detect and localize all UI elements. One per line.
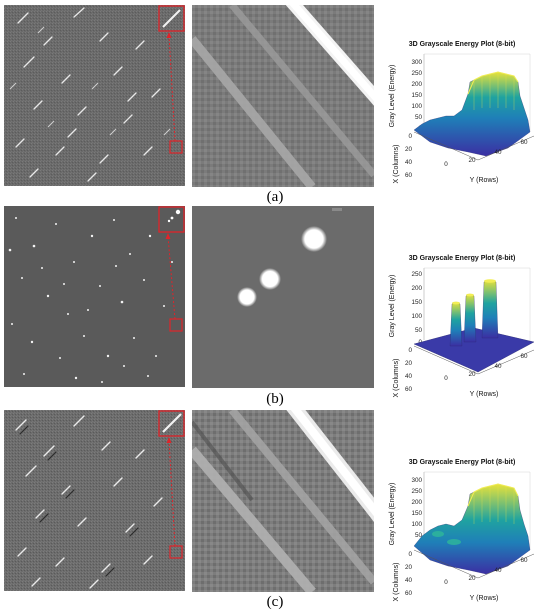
- row-a-ytick: 60: [520, 139, 528, 146]
- row-c-caption: (c): [266, 594, 284, 610]
- row-b-caption: (b): [266, 391, 284, 407]
- row-b-xtick: 20: [405, 360, 413, 367]
- row-c-ztick: 200: [411, 499, 422, 506]
- row-b-ylabel: Y (Rows): [470, 391, 499, 398]
- row-b-ztick: 250: [411, 271, 422, 278]
- row-a-plot-title: 3D Grayscale Energy Plot (8-bit): [409, 41, 516, 48]
- row-c-xlabel: X (Columns): [393, 563, 400, 602]
- row-c-zoom-image: [192, 410, 374, 592]
- row-c-zoom-crop: [192, 410, 374, 592]
- row-b-ztick: 50: [415, 327, 423, 334]
- row-b-3d-energy-plot: 3D Grayscale Energy Plot (8-bit) Gray Le…: [378, 250, 546, 400]
- row-a-zoom-image: [192, 5, 374, 187]
- row-b-ytick: 20: [468, 371, 476, 378]
- row-a-ztick: 100: [411, 103, 422, 110]
- row-a-ztick: 300: [411, 59, 422, 66]
- row-c-ytick: 20: [468, 575, 476, 582]
- row-c-xtick: 20: [405, 564, 413, 571]
- row-c-xtick: 0: [408, 551, 412, 558]
- row-c-full-frame-image: [4, 410, 185, 591]
- row-b-xlabel: X (Columns): [393, 359, 400, 398]
- row-a-xtick: 20: [405, 146, 413, 153]
- row-c-ztick: 100: [411, 521, 422, 528]
- row-c-xtick: 40: [405, 577, 413, 584]
- row-a-zlabel: Gray Level (Energy): [389, 65, 396, 128]
- row-c-plot-title: 3D Grayscale Energy Plot (8-bit): [409, 459, 516, 466]
- row-a-xtick: 40: [405, 159, 413, 166]
- row-a-ytick: 20: [468, 157, 476, 164]
- row-c-ztick: 250: [411, 488, 422, 495]
- row-c-ztick: 150: [411, 510, 422, 517]
- row-c-full-frame: [4, 410, 185, 591]
- row-a-full-frame: [4, 5, 185, 186]
- row-a-full-frame-image: [4, 5, 185, 186]
- row-c-xtick: 60: [405, 590, 413, 597]
- row-b-peak-3: [481, 279, 499, 339]
- row-a-3d-energy-plot: 3D Grayscale Energy Plot (8-bit) Gray Le…: [378, 36, 546, 186]
- row-c-ztick: 300: [411, 477, 422, 484]
- row-c-ytick: 60: [520, 557, 528, 564]
- row-b-zoom-image: [192, 206, 374, 388]
- row-b-ztick: 150: [411, 299, 422, 306]
- row-b-ztick: 100: [411, 313, 422, 320]
- row-c-3d-energy-plot: 3D Grayscale Energy Plot (8-bit) Gray Le…: [378, 454, 546, 604]
- row-a-ztick: 150: [411, 92, 422, 99]
- row-a-ztick: 50: [415, 114, 423, 121]
- row-a-xtick: 0: [408, 133, 412, 140]
- row-b-ytick: 60: [520, 353, 528, 360]
- row-b-3d-plot-svg: 3D Grayscale Energy Plot (8-bit) Gray Le…: [389, 255, 535, 398]
- row-a-xtick: 60: [405, 172, 413, 179]
- row-b-xtick: 60: [405, 386, 413, 393]
- row-a-ytick: 40: [494, 149, 502, 156]
- row-a-ztick: 250: [411, 70, 422, 77]
- row-b-xtick: 40: [405, 373, 413, 380]
- row-a-xlabel: X (Columns): [393, 145, 400, 184]
- row-c-ytick: 0: [444, 579, 448, 586]
- row-b-xtick: 0: [408, 347, 412, 354]
- row-c-ylabel: Y (Rows): [470, 595, 499, 602]
- row-b-full-frame: [4, 206, 185, 387]
- row-b-full-frame-image: [4, 206, 185, 387]
- row-c-3d-plot-svg: 3D Grayscale Energy Plot (8-bit) Gray Le…: [389, 459, 535, 602]
- row-b-peak-2: [463, 293, 477, 343]
- row-a-ytick: 0: [444, 161, 448, 168]
- row-b-ytick: 0: [444, 375, 448, 382]
- row-a-caption: (a): [266, 189, 284, 205]
- row-a-ylabel: Y (Rows): [470, 177, 499, 184]
- row-a-ztick: 200: [411, 81, 422, 88]
- row-c-ztick: 50: [415, 532, 423, 539]
- row-b-ytick: 40: [494, 363, 502, 370]
- row-a-zoom-crop: [192, 5, 374, 187]
- row-b-ztick: 200: [411, 285, 422, 292]
- row-b-zoom-crop: [192, 206, 374, 388]
- row-b-zlabel: Gray Level (Energy): [389, 275, 396, 338]
- row-b-peak-1: [449, 301, 463, 347]
- row-c-zlabel: Gray Level (Energy): [389, 483, 396, 546]
- row-a-3d-plot-svg: 3D Grayscale Energy Plot (8-bit) Gray Le…: [389, 41, 535, 184]
- row-c-ytick: 40: [494, 567, 502, 574]
- row-b-plot-title: 3D Grayscale Energy Plot (8-bit): [409, 255, 516, 262]
